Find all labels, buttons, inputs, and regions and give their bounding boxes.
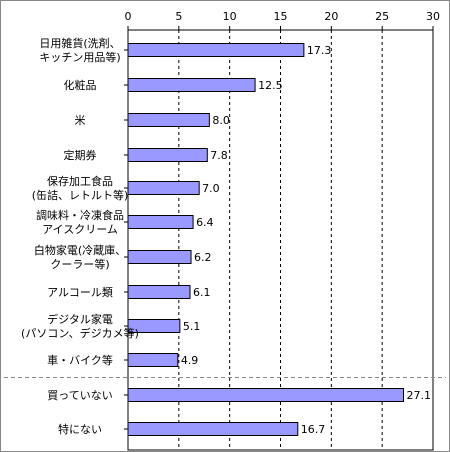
bar	[127, 148, 208, 162]
x-tick-label: 20	[324, 10, 338, 23]
bar	[127, 388, 405, 402]
value-label: 12.5	[258, 79, 283, 92]
value-label: 6.4	[196, 216, 214, 229]
category-label: アイスクリーム	[42, 223, 118, 236]
x-tick-label: 10	[223, 10, 237, 23]
value-label: 8.0	[212, 114, 230, 127]
value-label: 6.1	[193, 286, 211, 299]
bar	[127, 422, 299, 436]
x-tick-label: 5	[175, 10, 182, 23]
bar	[127, 181, 200, 195]
value-label: 7.0	[202, 182, 220, 195]
x-tick-label: 15	[274, 10, 288, 23]
category-label: キッチン用品等)	[39, 50, 120, 64]
bar	[127, 215, 194, 229]
category-label: 調味料・冷凍食品	[36, 208, 124, 222]
category-label: 米	[75, 114, 86, 127]
value-label: 6.2	[194, 251, 212, 264]
x-tick-label: 25	[375, 10, 389, 23]
value-label: 5.1	[183, 320, 201, 333]
category-label: 保存加工食品	[47, 174, 113, 188]
category-label: デジタル家電	[47, 312, 113, 326]
category-label: 特にない	[58, 422, 102, 436]
bar	[127, 78, 256, 92]
bar	[127, 285, 191, 299]
category-label: 買っていない	[47, 389, 112, 402]
value-label: 16.7	[301, 423, 326, 436]
category-label: (パソコン、デジカメ等)	[21, 326, 139, 340]
category-label: 定期券	[64, 148, 97, 162]
category-label: 白物家電(冷蔵庫、	[34, 243, 126, 257]
value-label: 27.1	[407, 389, 432, 402]
bar	[127, 353, 179, 367]
category-label: クーラー等)	[50, 257, 109, 271]
bar	[127, 319, 181, 333]
category-label: 車・バイク等	[47, 353, 113, 367]
category-label: アルコール類	[47, 286, 113, 299]
value-label: 17.3	[307, 44, 332, 57]
bar	[127, 43, 305, 57]
value-label: 4.9	[181, 354, 199, 367]
bar	[127, 113, 210, 127]
value-label: 7.8	[210, 149, 228, 162]
category-label: 日用雑貨(洗剤、	[39, 36, 120, 50]
category-label: (缶詰、レトルト等)	[32, 188, 129, 202]
x-tick-label: 0	[125, 10, 132, 23]
category-label: 化粧品	[64, 78, 97, 92]
x-tick-label: 30	[426, 10, 440, 23]
bar	[127, 250, 192, 264]
